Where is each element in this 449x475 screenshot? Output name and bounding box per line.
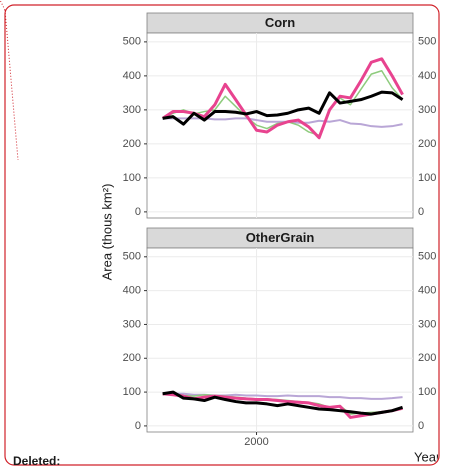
y-tick-label: 100 <box>123 172 141 184</box>
x-axis-label: Year <box>414 449 441 464</box>
y-tick-label: 300 <box>123 318 141 330</box>
y-tick-label: 0 <box>135 206 141 218</box>
y-tick-label: 400 <box>123 285 141 297</box>
x-tick-label: 2000 <box>244 436 268 448</box>
comment-connector <box>0 0 19 161</box>
y-tick-label: 200 <box>418 138 436 150</box>
plot-area: Corn 0 0 100 100 200 200 300 300 400 400 500 500 Othe… <box>99 12 441 464</box>
y-tick-label: 400 <box>123 70 141 82</box>
y-tick-label: 0 <box>135 420 141 432</box>
series-line <box>162 390 404 416</box>
y-tick-label: 400 <box>418 70 436 82</box>
series-line <box>162 90 404 126</box>
comment-frame <box>4 4 440 466</box>
series-line <box>161 57 404 140</box>
y-tick-label: 200 <box>418 352 436 364</box>
y-tick-label: 400 <box>418 285 436 297</box>
strip-title: OtherGrain <box>246 230 315 245</box>
y-tick-label: 100 <box>123 386 141 398</box>
comment-label: Deleted: <box>13 454 60 468</box>
y-axis-label: Area (thous km²) <box>99 184 114 281</box>
y-tick-label: 200 <box>123 352 141 364</box>
y-tick-label: 500 <box>418 251 436 263</box>
y-tick-label: 300 <box>418 104 436 116</box>
y-tick-label: 0 <box>418 206 424 218</box>
y-tick-label: 200 <box>123 138 141 150</box>
y-tick-label: 500 <box>123 251 141 263</box>
y-tick-label: 500 <box>418 36 436 48</box>
y-tick-label: 500 <box>123 36 141 48</box>
y-tick-label: 0 <box>418 420 424 432</box>
y-tick-label: 100 <box>418 172 436 184</box>
y-tick-label: 300 <box>418 318 436 330</box>
series-line <box>162 392 403 419</box>
y-tick-label: 100 <box>418 386 436 398</box>
y-tick-label: 300 <box>123 104 141 116</box>
strip-title: Corn <box>265 15 295 30</box>
